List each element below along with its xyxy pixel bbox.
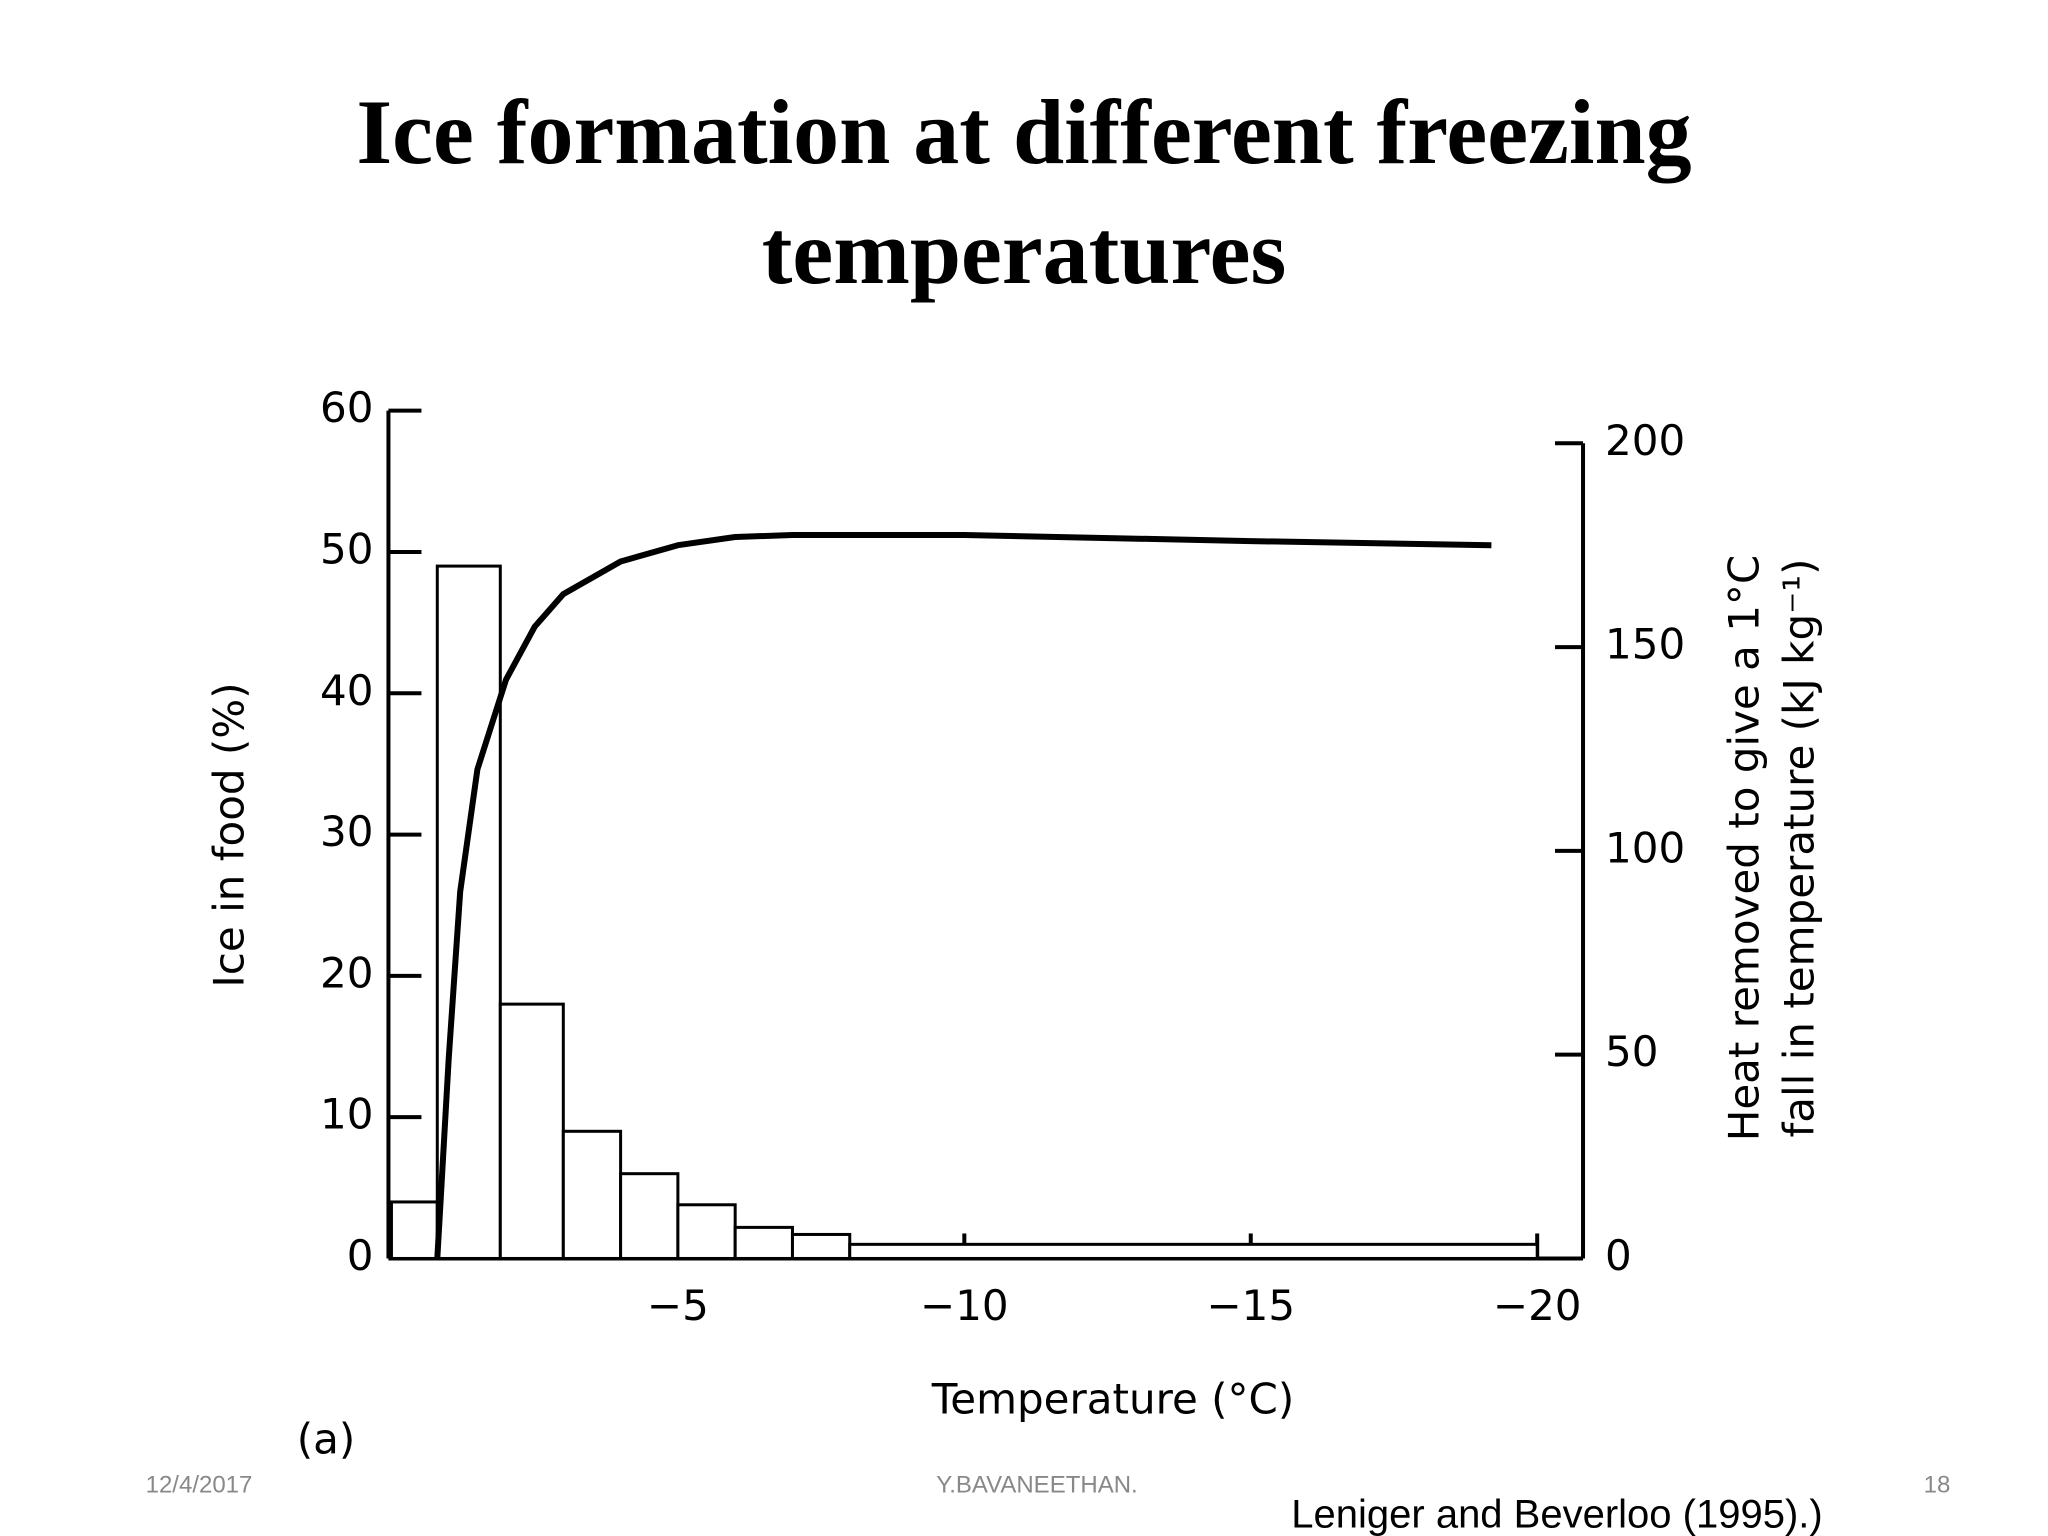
x-axis-label: Temperature (°C) [931, 1375, 1295, 1424]
line [434, 532, 1492, 1259]
y-tick-label: 0 [347, 1231, 374, 1280]
x-tick-label: −5 [647, 1281, 709, 1330]
bar [389, 1200, 439, 1260]
bar [435, 564, 502, 1260]
author: Y.BAVANEETHAN. [936, 1471, 1137, 1498]
y2-tick-label: 150 [1605, 620, 1685, 669]
bar [561, 1129, 623, 1260]
y2-tick-label: 100 [1605, 823, 1685, 872]
x-tick-label: −15 [1206, 1281, 1295, 1330]
y-tick-label: 60 [320, 383, 373, 432]
y2-axis-label: fall in temperature (kJ kg⁻¹) [1775, 558, 1824, 1137]
source: Leniger and Beverloo (1995).) [1291, 1493, 1822, 1536]
bar [733, 1225, 794, 1260]
y-axis-label: Ice in food (%) [205, 682, 254, 987]
slide-title: Ice formation at different freezing temp… [356, 81, 1692, 303]
y-tick-label: 30 [320, 807, 373, 856]
bar [498, 1002, 565, 1260]
bar [619, 1172, 680, 1260]
y-tick-label: 40 [320, 666, 373, 715]
x-tick-label: −10 [920, 1281, 1009, 1330]
y-tick-label: 10 [320, 1090, 373, 1139]
panel-label: (a) [297, 1415, 356, 1464]
bar [676, 1203, 737, 1260]
bar [790, 1232, 852, 1260]
y-tick-label: 20 [320, 948, 373, 997]
bar [848, 1242, 1539, 1260]
y2-tick-label: 200 [1605, 416, 1685, 465]
page-number: 18 [1924, 1471, 1951, 1498]
date: 12/4/2017 [146, 1471, 253, 1498]
y2-axis-label: Heat removed to give a 1°C [1720, 555, 1769, 1142]
x-tick-label: −20 [1493, 1281, 1582, 1330]
y2-tick-label: 0 [1605, 1231, 1632, 1280]
y2-tick-label: 50 [1605, 1027, 1658, 1076]
y-tick-label: 50 [320, 524, 373, 573]
